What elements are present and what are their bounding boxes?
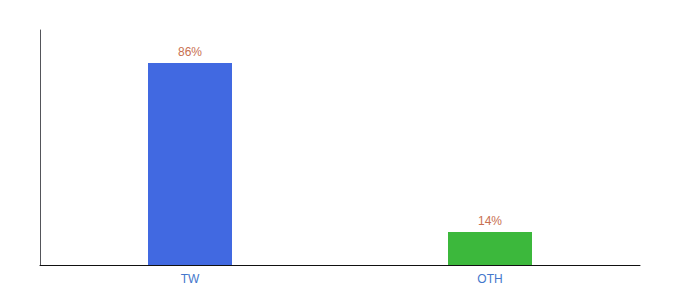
- svg-text:86%: 86%: [178, 45, 202, 59]
- svg-text:TW: TW: [181, 272, 200, 286]
- svg-text:14%: 14%: [478, 214, 502, 228]
- svg-text:OTH: OTH: [477, 272, 502, 286]
